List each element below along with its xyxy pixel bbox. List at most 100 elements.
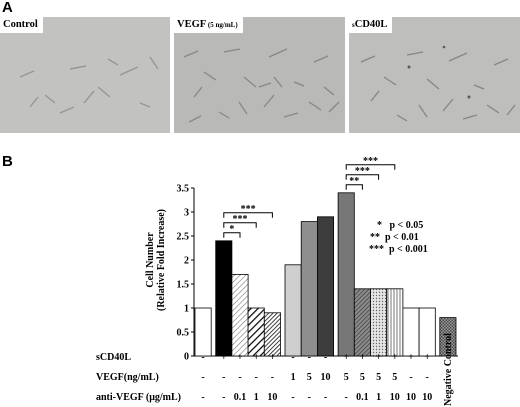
table-cell: 10 bbox=[422, 392, 432, 403]
table-cell: - bbox=[308, 392, 311, 403]
bar bbox=[215, 240, 233, 357]
table-cell: 0.1 bbox=[234, 392, 247, 403]
significance-bracket bbox=[223, 212, 273, 218]
panel-a-label: A bbox=[2, 0, 13, 16]
significance-label: *** bbox=[363, 156, 378, 167]
y-tick-label: 2 bbox=[184, 256, 189, 267]
table-cell: - bbox=[409, 372, 412, 383]
table-cell: - bbox=[222, 392, 225, 403]
bar bbox=[247, 307, 265, 357]
table-cell: - bbox=[324, 392, 327, 403]
table-cell: 5 bbox=[392, 372, 397, 383]
table-cell: 5 bbox=[376, 372, 381, 383]
significance-bracket bbox=[223, 222, 257, 228]
table-cell: - bbox=[271, 372, 274, 383]
bar bbox=[284, 264, 302, 357]
micrograph-control: Control bbox=[0, 17, 170, 133]
table-cell: 5 bbox=[307, 372, 312, 383]
significance-label: ** bbox=[349, 176, 359, 187]
table-cell: - bbox=[255, 372, 258, 383]
bar bbox=[386, 288, 404, 357]
table-cell: - bbox=[238, 372, 241, 383]
micrograph-vegf-label: VEGF (5 ng/mL) bbox=[174, 17, 243, 33]
table-cell: - bbox=[201, 372, 204, 383]
significance-bracket bbox=[345, 184, 363, 190]
y-tick-label: 3 bbox=[184, 208, 189, 219]
panel-b-label: B bbox=[2, 153, 13, 170]
table-row-label: sCD40L bbox=[96, 352, 131, 363]
bar bbox=[194, 307, 212, 357]
pvalue-legend-3: *** p < 0.001 bbox=[369, 244, 428, 255]
y-tick-label: 0.5 bbox=[177, 328, 190, 339]
table-cell: 1 bbox=[291, 372, 296, 383]
treatment-table: sCD40L - + + + + - - - + + + + + +VEGF(ng/mL) - - - - -1 5 10… bbox=[96, 333, 454, 406]
micrograph-control-label: Control bbox=[0, 17, 43, 33]
bar bbox=[418, 307, 436, 357]
micrograph-control-image bbox=[0, 17, 170, 133]
table-cell: - bbox=[291, 352, 294, 363]
bar bbox=[337, 192, 355, 357]
table-cell: 10 bbox=[321, 372, 331, 383]
table-cell: 10 bbox=[267, 392, 277, 403]
significance-brackets: *************** bbox=[223, 156, 396, 238]
table-cell: - bbox=[324, 352, 327, 363]
micrograph-vegf-image bbox=[174, 17, 345, 133]
table-cell: - bbox=[308, 352, 311, 363]
bars bbox=[194, 192, 457, 357]
bar bbox=[316, 216, 334, 357]
significance-label: *** bbox=[233, 214, 248, 225]
table-cell: - bbox=[345, 392, 348, 403]
table-cell: + bbox=[237, 352, 243, 363]
bar bbox=[263, 312, 281, 357]
table-cell: + bbox=[408, 352, 414, 363]
table-cell: + bbox=[360, 352, 366, 363]
micrograph-scd40l: sCD40L bbox=[349, 17, 520, 133]
pvalue-legend-2: ** p < 0.01 bbox=[370, 232, 419, 243]
table-cell: - bbox=[201, 392, 204, 403]
bar bbox=[402, 307, 420, 357]
table-cell: - bbox=[201, 352, 204, 363]
negative-control-label: Negative Control bbox=[443, 333, 454, 406]
table-cell: 1 bbox=[254, 392, 259, 403]
y-tick-label: 1 bbox=[184, 304, 189, 315]
table-cell: + bbox=[253, 352, 259, 363]
significance-bracket bbox=[345, 164, 396, 170]
y-tick-label: 2.5 bbox=[177, 232, 190, 243]
bar bbox=[300, 221, 318, 357]
micrograph-scd40l-image bbox=[349, 17, 520, 133]
table-cell: + bbox=[392, 352, 398, 363]
bar bbox=[439, 317, 457, 357]
table-cell: + bbox=[376, 352, 382, 363]
table-cell: + bbox=[343, 352, 349, 363]
micrograph-scd40l-label: sCD40L bbox=[349, 17, 393, 33]
table-cell: + bbox=[424, 352, 430, 363]
y-axis-title: Cell Number bbox=[145, 232, 156, 288]
y-tick-label: 1.5 bbox=[177, 280, 190, 291]
pvalue-legend-1: * p < 0.05 bbox=[377, 220, 423, 231]
table-cell: - bbox=[426, 372, 429, 383]
table-cell: - bbox=[291, 392, 294, 403]
significance-bracket bbox=[345, 174, 380, 180]
table-cell: - bbox=[222, 372, 225, 383]
significance-label: *** bbox=[241, 204, 256, 215]
y-tick-label: 0 bbox=[184, 352, 189, 363]
table-row-label: anti-VEGF (μg/mL) bbox=[96, 392, 181, 403]
table-cell: + bbox=[270, 352, 276, 363]
table-row-label: VEGF(ng/mL) bbox=[96, 372, 159, 383]
micrograph-vegf: VEGF (5 ng/mL) bbox=[174, 17, 345, 133]
bar bbox=[353, 288, 371, 357]
bar bbox=[370, 288, 388, 357]
significance-label: * bbox=[229, 224, 234, 235]
table-cell: 1 bbox=[376, 392, 381, 403]
significance-bracket bbox=[223, 232, 241, 238]
y-axis-subtitle: (Relative Fold Increase) bbox=[156, 209, 167, 311]
table-cell: 10 bbox=[390, 392, 400, 403]
table-cell: 0.1 bbox=[356, 392, 369, 403]
significance-label: *** bbox=[355, 166, 370, 177]
bar bbox=[231, 273, 249, 357]
y-tick-label: 3.5 bbox=[177, 184, 190, 195]
table-cell: + bbox=[221, 352, 227, 363]
table-cell: 5 bbox=[360, 372, 365, 383]
table-cell: 10 bbox=[406, 392, 416, 403]
